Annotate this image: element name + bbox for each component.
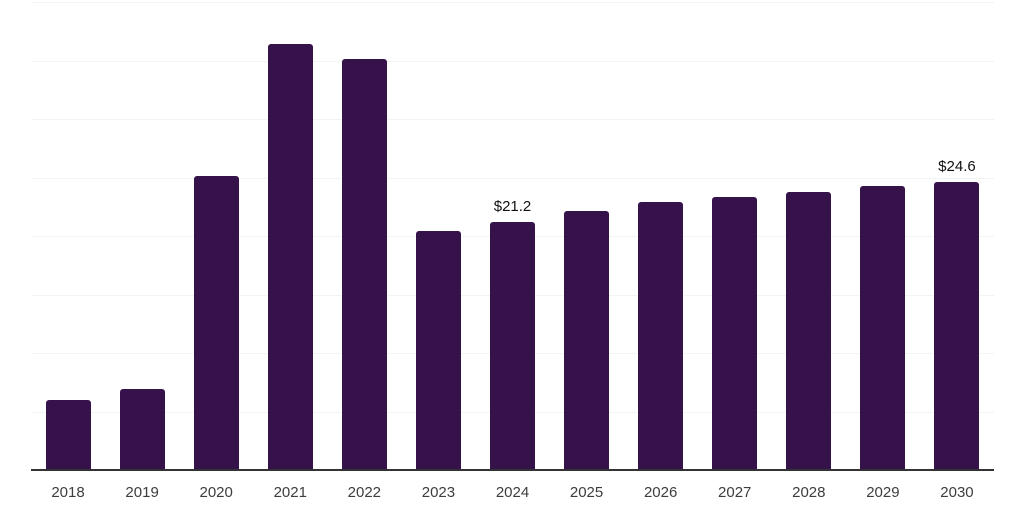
bar-2022[interactable] — [341, 59, 387, 469]
x-tick-label-2029: 2029 — [866, 484, 900, 501]
x-tick-label-2019: 2019 — [125, 484, 159, 501]
bar-2020[interactable] — [193, 176, 239, 469]
x-tick-label-2020: 2020 — [199, 484, 233, 501]
bar-2027[interactable] — [712, 197, 758, 469]
x-tick-label-2018: 2018 — [51, 484, 85, 501]
bar-2025[interactable] — [564, 211, 610, 469]
bar-2023[interactable] — [415, 231, 461, 469]
bar-2028[interactable] — [786, 191, 832, 469]
x-tick-label-2023: 2023 — [421, 484, 456, 501]
x-tick-label-2021: 2021 — [273, 484, 307, 501]
data-label-2024: $21.2 — [493, 197, 532, 215]
x-axis-line — [31, 469, 994, 471]
x-tick-label-2028: 2028 — [792, 484, 826, 501]
bar-2029[interactable] — [860, 185, 906, 469]
x-tick-label-2026: 2026 — [643, 484, 678, 501]
bar-2019[interactable] — [119, 389, 165, 469]
bar-2030[interactable] — [934, 182, 980, 469]
bar-2026[interactable] — [638, 202, 684, 469]
bar-2018[interactable] — [45, 399, 91, 469]
x-tick-label-2030: 2030 — [940, 484, 974, 501]
gridline-30 — [31, 119, 994, 120]
bar-2021[interactable] — [267, 44, 313, 469]
gridline-25 — [31, 178, 994, 179]
x-tick-label-2027: 2027 — [718, 484, 752, 501]
x-tick-label-2022: 2022 — [347, 484, 382, 501]
gridline-40 — [31, 2, 994, 3]
data-label-2030: $24.6 — [938, 158, 976, 176]
x-tick-label-2024: 2024 — [495, 484, 530, 501]
x-tick-label-2025: 2025 — [569, 484, 604, 501]
gridline-35 — [31, 61, 994, 62]
bar-2024[interactable] — [490, 221, 535, 469]
